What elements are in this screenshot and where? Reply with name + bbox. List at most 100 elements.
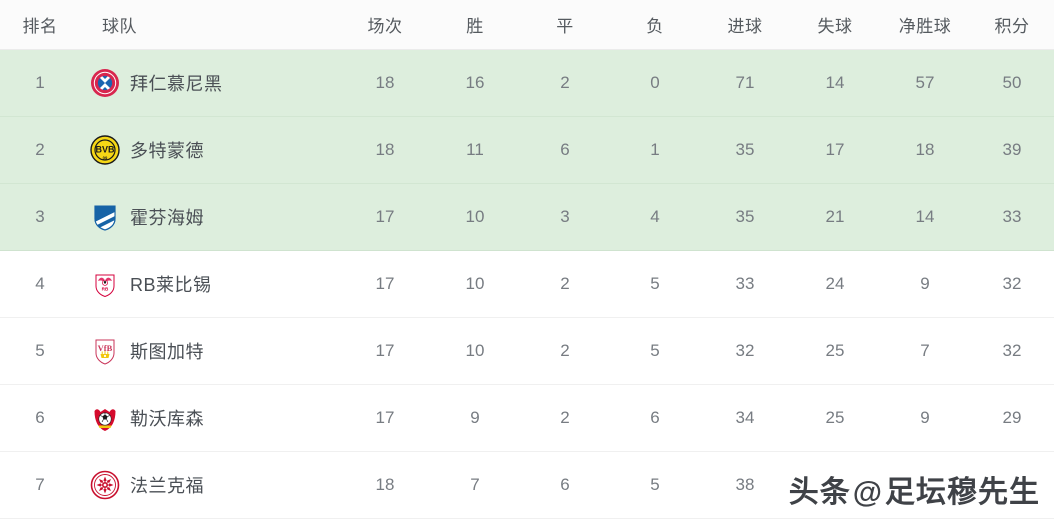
goals-against-value: 25	[825, 408, 845, 427]
played-value: 17	[375, 341, 395, 360]
team-name: 霍芬海姆	[130, 208, 204, 228]
loss-value: 0	[650, 73, 660, 92]
team-name: RB莱比锡	[130, 275, 212, 295]
column-header-played[interactable]: 场次	[367, 17, 403, 36]
team-name: 多特蒙德	[130, 141, 204, 161]
goal-diff-value: 57	[915, 73, 935, 92]
svg-text:09: 09	[103, 156, 108, 161]
goals-for-value: 34	[735, 408, 755, 427]
goals-for-value: 35	[735, 140, 755, 159]
goals-for-value: 38	[735, 475, 755, 494]
goals-against-value: 14	[825, 73, 845, 92]
team-cell[interactable]: 霍芬海姆	[80, 202, 340, 232]
table-row[interactable]: 6 勒沃库森 17 9 2 6 34 25 9 29	[0, 385, 1054, 452]
loss-value: 1	[650, 140, 660, 159]
win-value: 10	[465, 341, 485, 360]
table-row[interactable]: 5 VfB 斯图加特 17 10 2 5 32 25 7 32	[0, 318, 1054, 385]
team-name: 拜仁慕尼黑	[130, 74, 223, 94]
points-value: 32	[1002, 341, 1022, 360]
table-row[interactable]: 3 霍芬海姆 17 10 3 4	[0, 184, 1054, 251]
table-row[interactable]: 1 拜仁	[0, 50, 1054, 117]
win-value: 7	[470, 475, 480, 494]
bayern-munich-crest	[90, 68, 120, 98]
column-header-win[interactable]: 胜	[466, 17, 484, 36]
team-cell[interactable]: RB RB莱比锡	[80, 269, 340, 299]
loss-value: 4	[650, 207, 660, 226]
draw-value: 3	[560, 207, 570, 226]
column-header-goal-diff[interactable]: 净胜球	[898, 17, 952, 36]
rank-value: 6	[35, 408, 45, 427]
column-header-points[interactable]: 积分	[994, 17, 1030, 36]
played-value: 17	[375, 408, 395, 427]
win-value: 10	[465, 207, 485, 226]
team-name: 斯图加特	[130, 342, 204, 362]
svg-text:VfB: VfB	[98, 343, 113, 353]
rank-value: 1	[35, 73, 45, 92]
rank-value: 4	[35, 274, 45, 293]
goal-diff-value: 18	[915, 140, 935, 159]
table-header-row: 排名 球队 场次 胜 平 负 进球 失球 净胜球 积分	[0, 0, 1054, 50]
goal-diff-value: 9	[920, 274, 930, 293]
goal-diff-value: 7	[920, 341, 930, 360]
goals-against-value: 24	[825, 274, 845, 293]
eintracht-frankfurt-crest	[90, 470, 120, 500]
points-value: 39	[1002, 140, 1022, 159]
draw-value: 2	[560, 408, 570, 427]
team-cell[interactable]: 拜仁慕尼黑	[80, 68, 340, 98]
table-row[interactable]: 4 RB RB莱比锡 17 10 2 5 33 24 9 32	[0, 251, 1054, 318]
team-name: 法兰克福	[130, 476, 204, 496]
goals-for-value: 32	[735, 341, 755, 360]
played-value: 17	[375, 274, 395, 293]
hoffenheim-crest	[90, 202, 120, 232]
win-value: 11	[466, 140, 484, 159]
goals-against-value: 17	[825, 140, 845, 159]
team-cell[interactable]: VfB 斯图加特	[80, 336, 340, 366]
played-value: 18	[375, 140, 395, 159]
win-value: 9	[470, 408, 480, 427]
win-value: 16	[465, 73, 485, 92]
team-cell[interactable]: BVB 09 多特蒙德	[80, 135, 340, 165]
rb-leipzig-crest: RB	[90, 269, 120, 299]
svg-text:RB: RB	[102, 287, 109, 292]
goals-against-value: 21	[825, 207, 845, 226]
goals-for-value: 71	[735, 73, 755, 92]
loss-value: 5	[650, 475, 660, 494]
rank-value: 3	[35, 207, 45, 226]
draw-value: 6	[560, 140, 570, 159]
points-value: 33	[1002, 207, 1022, 226]
points-value: 50	[1002, 73, 1022, 92]
loss-value: 5	[650, 341, 660, 360]
loss-value: 5	[650, 274, 660, 293]
team-cell[interactable]: 勒沃库森	[80, 403, 340, 433]
draw-value: 2	[560, 341, 570, 360]
column-header-goals-against[interactable]: 失球	[817, 17, 853, 36]
column-header-goals-for[interactable]: 进球	[727, 17, 763, 36]
loss-value: 6	[650, 408, 660, 427]
goal-diff-value: 9	[920, 408, 930, 427]
column-header-team[interactable]: 球队	[102, 17, 137, 36]
column-header-rank[interactable]: 排名	[22, 17, 58, 36]
played-value: 17	[375, 207, 395, 226]
team-name: 勒沃库森	[130, 409, 204, 429]
vfb-stuttgart-crest: VfB	[90, 336, 120, 366]
rank-value: 5	[35, 341, 45, 360]
goal-diff-value: 14	[915, 207, 935, 226]
rank-value: 2	[35, 140, 45, 159]
draw-value: 6	[560, 475, 570, 494]
draw-value: 2	[560, 73, 570, 92]
goals-for-value: 33	[735, 274, 755, 293]
goals-against-value: 25	[825, 341, 845, 360]
svg-text:BVB: BVB	[95, 145, 115, 155]
points-value: 32	[1002, 274, 1022, 293]
column-header-loss[interactable]: 负	[646, 17, 664, 36]
column-header-draw[interactable]: 平	[556, 17, 574, 36]
table-row[interactable]: 7	[0, 452, 1054, 519]
team-cell[interactable]: 法兰克福	[80, 470, 340, 500]
bayer-leverkusen-crest	[90, 403, 120, 433]
borussia-dortmund-crest: BVB 09	[90, 135, 120, 165]
played-value: 18	[375, 475, 395, 494]
rank-value: 7	[35, 475, 45, 494]
table-row[interactable]: 2 BVB 09 多特蒙德 18 11 6 1 35 17 18 39	[0, 117, 1054, 184]
points-value: 29	[1002, 408, 1022, 427]
